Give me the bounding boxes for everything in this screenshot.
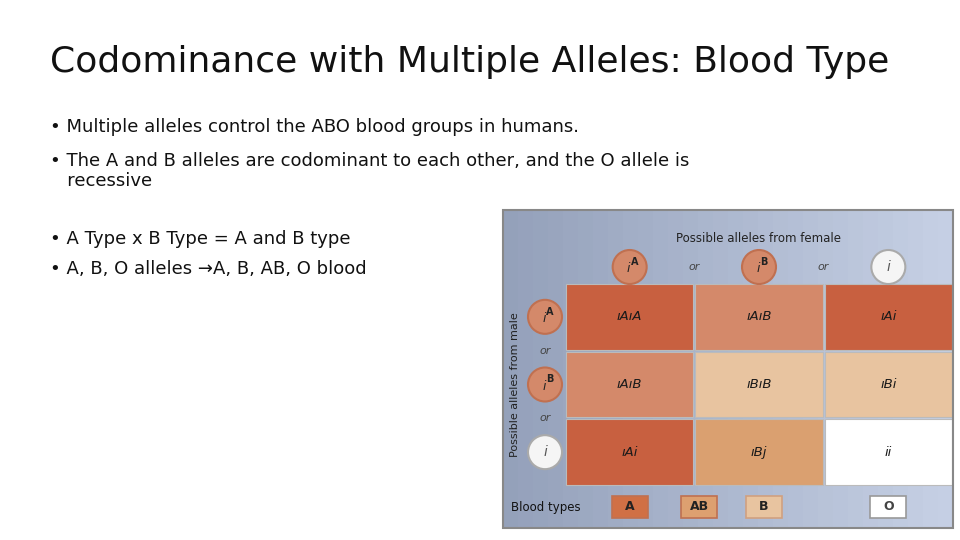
Text: Possible alleles from male: Possible alleles from male — [510, 312, 520, 457]
Text: i: i — [542, 312, 545, 325]
Bar — [608, 210, 624, 528]
Text: i: i — [543, 445, 547, 459]
Bar — [825, 420, 952, 485]
Bar — [908, 210, 924, 528]
Text: ıAıB: ıAıB — [746, 310, 772, 323]
Bar — [713, 210, 729, 528]
Text: A: A — [631, 257, 638, 267]
Bar — [638, 210, 654, 528]
Bar — [825, 284, 952, 350]
Text: or: or — [540, 346, 551, 356]
Text: or: or — [688, 262, 700, 272]
Bar — [695, 284, 823, 350]
Bar — [593, 210, 609, 528]
Text: ıAıA: ıAıA — [617, 310, 642, 323]
Text: A: A — [546, 307, 554, 317]
Bar — [653, 210, 669, 528]
Bar — [773, 210, 789, 528]
Circle shape — [742, 250, 776, 284]
Bar — [533, 210, 549, 528]
Text: ıBj: ıBj — [751, 446, 767, 458]
Bar — [683, 210, 699, 528]
Text: B: B — [759, 501, 769, 514]
Text: i: i — [756, 262, 759, 275]
Text: Blood types: Blood types — [511, 501, 581, 514]
Text: i: i — [886, 260, 890, 274]
Text: ıBi: ıBi — [880, 378, 897, 391]
Bar — [503, 210, 953, 528]
Text: B: B — [760, 257, 768, 267]
Bar — [833, 210, 849, 528]
Text: ıAi: ıAi — [880, 310, 897, 323]
Text: Codominance with Multiple Alleles: Blood Type: Codominance with Multiple Alleles: Blood… — [50, 45, 889, 79]
Bar — [548, 210, 564, 528]
Bar — [938, 210, 954, 528]
Text: ıAıB: ıAıB — [617, 378, 642, 391]
Text: • A Type x B Type = A and B type: • A Type x B Type = A and B type — [50, 230, 350, 248]
Circle shape — [872, 250, 905, 284]
Bar — [566, 420, 693, 485]
Bar — [612, 496, 648, 518]
Text: recessive: recessive — [50, 172, 152, 190]
Text: AB: AB — [690, 501, 708, 514]
Text: ıBıB: ıBıB — [746, 378, 772, 391]
Circle shape — [528, 435, 562, 469]
Bar — [682, 496, 717, 518]
Bar — [578, 210, 594, 528]
Circle shape — [528, 368, 562, 402]
Text: O: O — [883, 501, 894, 514]
Text: • The A and B alleles are codominant to each other, and the O allele is: • The A and B alleles are codominant to … — [50, 152, 689, 170]
Bar — [566, 352, 693, 417]
Bar — [848, 210, 864, 528]
Bar — [623, 210, 639, 528]
Text: • Multiple alleles control the ABO blood groups in humans.: • Multiple alleles control the ABO blood… — [50, 118, 579, 136]
Bar — [803, 210, 819, 528]
Text: A: A — [625, 501, 635, 514]
Bar — [518, 210, 534, 528]
Text: ıAi: ıAi — [621, 446, 637, 458]
Text: Possible alleles from female: Possible alleles from female — [677, 232, 842, 245]
Text: or: or — [818, 262, 829, 272]
Bar — [818, 210, 834, 528]
Bar — [893, 210, 909, 528]
Bar — [695, 420, 823, 485]
Bar — [728, 210, 744, 528]
Text: ii: ii — [885, 446, 892, 458]
Bar — [566, 284, 693, 350]
Bar — [871, 496, 906, 518]
Text: • A, B, O alleles →A, B, AB, O blood: • A, B, O alleles →A, B, AB, O blood — [50, 260, 367, 278]
Bar — [743, 210, 759, 528]
Bar — [863, 210, 879, 528]
Text: or: or — [540, 413, 551, 423]
Circle shape — [612, 250, 647, 284]
Text: B: B — [546, 375, 554, 384]
Bar — [503, 210, 519, 528]
Bar — [923, 210, 939, 528]
Bar — [563, 210, 579, 528]
Bar — [695, 352, 823, 417]
Bar — [788, 210, 804, 528]
Bar — [878, 210, 894, 528]
Bar — [825, 352, 952, 417]
Circle shape — [528, 300, 562, 334]
Text: i: i — [627, 262, 631, 275]
Text: i: i — [542, 380, 545, 393]
Bar — [758, 210, 774, 528]
Bar — [668, 210, 684, 528]
Bar — [698, 210, 714, 528]
Bar — [746, 496, 782, 518]
